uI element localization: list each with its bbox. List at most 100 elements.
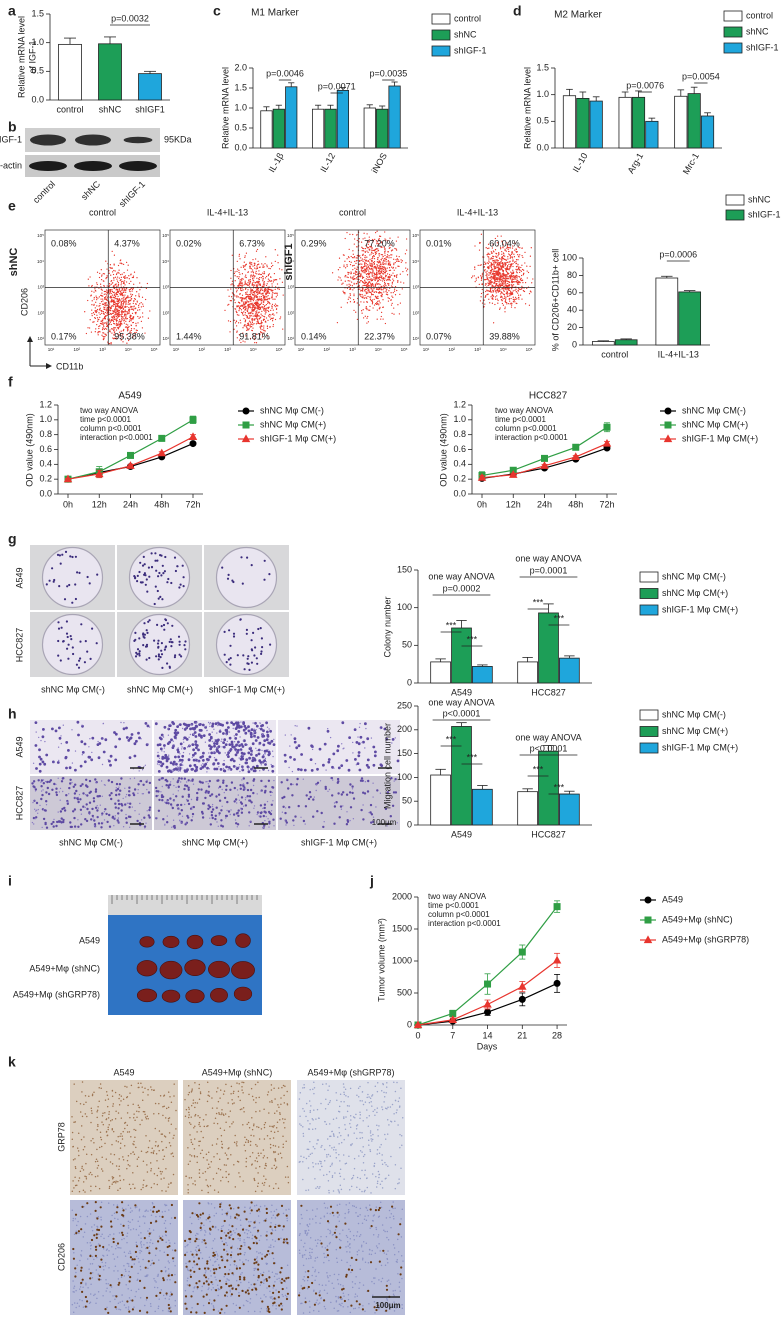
annotation: ***	[533, 764, 544, 774]
error-bar	[104, 36, 116, 44]
y-tick-label: 0.8	[453, 429, 466, 439]
y-tick-label: 0.0	[536, 142, 549, 152]
y-tick-label: 0.0	[31, 94, 44, 104]
bar	[614, 339, 638, 346]
flow-tick-label: 10⁴	[250, 347, 257, 352]
flow-quadrant-value: 1.44%	[176, 331, 202, 341]
annotation: one way ANOVA	[428, 697, 494, 707]
y-tick-label: 250	[397, 700, 412, 710]
y-tick-label: 200	[397, 724, 412, 734]
legend-label: A549+Mφ (shNC)	[662, 914, 733, 924]
blot-row-label: IGF-1	[0, 134, 22, 144]
flow-quadrant-value: 6.73%	[239, 238, 265, 248]
annotation: one way ANOVA	[515, 732, 581, 742]
y-tick-label: 1.0	[453, 414, 466, 424]
annotation: column p<0.0001	[495, 424, 557, 433]
x-tick-label: shIGF1	[135, 104, 165, 114]
blot-lane-label: shNC	[79, 179, 102, 202]
legend-label: shIGF-1 Mφ CM(+)	[260, 433, 336, 443]
x-tick-label: control	[56, 104, 83, 114]
colony-dots	[133, 552, 185, 606]
photo-row-label: A549+Mφ (shGRP78)	[13, 989, 100, 999]
legend-marker	[644, 916, 652, 924]
y-tick-label: 2.0	[234, 62, 247, 72]
error-bar	[366, 104, 373, 108]
culture-dish	[128, 546, 191, 609]
error-bar	[477, 785, 488, 790]
y-tick-label: 0.6	[39, 444, 52, 454]
flow-axis-label: CD11b	[56, 361, 83, 371]
flow-tick-label: 10²	[323, 347, 330, 352]
y-tick-label: 80	[567, 270, 577, 280]
y-tick-label: 1.5	[234, 82, 247, 92]
bar	[591, 341, 615, 346]
tumor	[235, 933, 251, 948]
data-point	[518, 995, 526, 1003]
photo-column-label: A549+Mφ (shNC)	[202, 1067, 273, 1077]
flow-tick-label: 10¹	[162, 336, 169, 341]
culture-dish	[128, 613, 191, 676]
legend-label: shIGF-1	[454, 45, 487, 55]
y-axis-label: OD value (490nm)	[438, 413, 448, 487]
data-point	[541, 454, 548, 462]
legend-swatch	[639, 571, 659, 583]
x-tick-label: IL-12	[318, 151, 337, 174]
photo-background	[297, 1080, 405, 1195]
annotation: ***	[446, 620, 457, 630]
error-bar	[579, 91, 587, 99]
stained-cells	[72, 1201, 177, 1314]
data-point	[413, 1020, 423, 1029]
annotation: one way ANOVA	[428, 571, 494, 581]
flow-quadrant-value: 0.14%	[301, 331, 327, 341]
error-bar	[522, 656, 533, 662]
bar	[618, 96, 632, 149]
flow-quadrant-value: 22.37%	[364, 331, 395, 341]
bar	[559, 793, 580, 826]
panel-letter: g	[8, 531, 17, 547]
flow-tick-label: 10⁵	[401, 347, 408, 352]
y-tick-label: 1.0	[39, 414, 52, 424]
stained-cells	[184, 1081, 290, 1194]
blot-band	[74, 161, 112, 171]
migrated-cells	[279, 776, 398, 829]
bar	[285, 86, 298, 149]
flow-title: IL-4+IL-13	[457, 207, 498, 217]
legend-swatch	[639, 588, 659, 599]
arrow-head	[46, 363, 52, 369]
error-bar	[597, 340, 610, 342]
error-bar	[677, 89, 685, 97]
legend-label: shIGF-1 Mφ CM(+)	[662, 604, 738, 614]
chart-title: HCC827	[529, 391, 568, 402]
x-tick-label: 0h	[63, 499, 73, 509]
flow-quadrant-value: 77.20%	[364, 238, 395, 248]
legend-label: shNC Mφ CM(-)	[662, 709, 726, 719]
y-tick-label: 100	[397, 772, 412, 782]
annotation: time p<0.0001	[80, 415, 131, 424]
annotation: one way ANOVA	[515, 553, 581, 563]
y-tick-label: 1.0	[234, 102, 247, 112]
bar	[58, 43, 82, 101]
tumor	[233, 986, 253, 1001]
y-tick-label: 0	[407, 1019, 412, 1029]
error-bar	[379, 105, 386, 110]
legend-label: shNC Mφ CM(-)	[682, 405, 746, 415]
y-tick-label: 0.8	[39, 429, 52, 439]
data-point	[157, 448, 166, 457]
y-tick-label: 1.2	[39, 399, 52, 409]
x-tick-label: 21	[517, 1030, 527, 1040]
flow-tick-label: 10¹	[48, 347, 55, 352]
error-bar	[456, 722, 467, 727]
flow-tick-label: 10³	[37, 285, 44, 290]
annotation: interaction p<0.0001	[495, 433, 568, 442]
culture-dish	[215, 546, 278, 609]
flow-quadrant-value: 91.81%	[239, 331, 270, 341]
y-axis-label: Relative mRNA level	[220, 67, 230, 149]
migrated-cells	[281, 777, 398, 827]
error-bar	[315, 104, 322, 110]
bar	[388, 85, 401, 149]
error-bar	[566, 88, 573, 96]
x-axis-label: Days	[477, 1041, 498, 1051]
error-bar	[661, 275, 673, 279]
tumor	[210, 935, 228, 946]
flow-events	[331, 230, 409, 325]
